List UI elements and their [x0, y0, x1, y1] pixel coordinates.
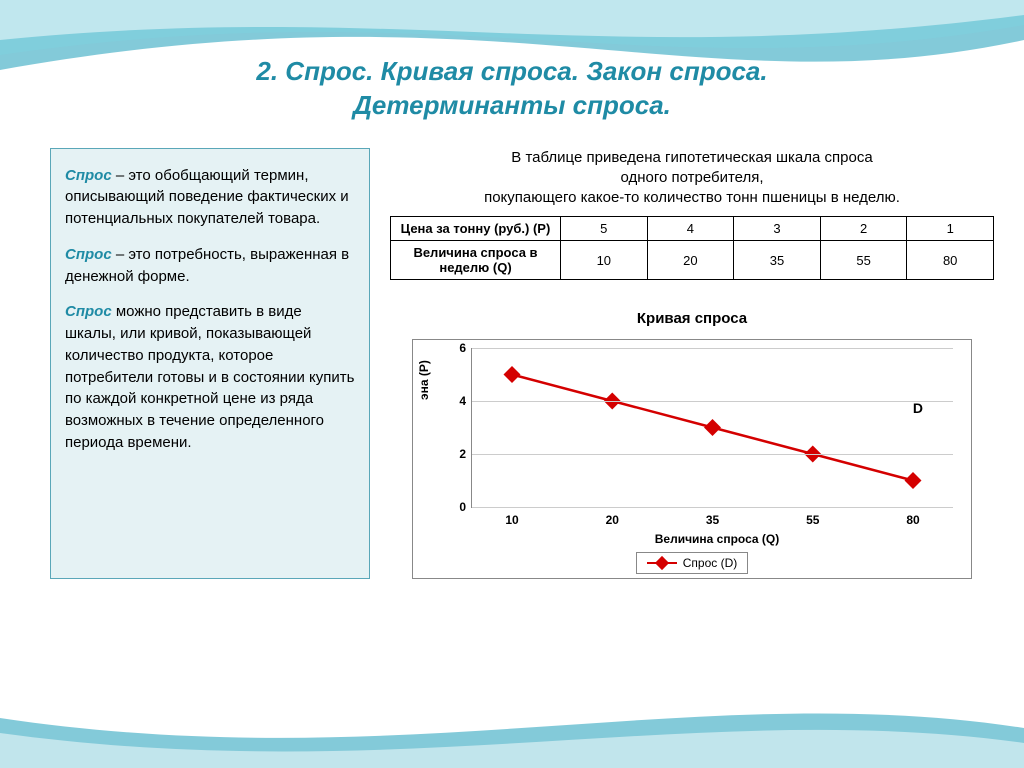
price-cell: 4	[647, 217, 734, 241]
x-axis-label: Величина спроса (Q)	[471, 532, 963, 546]
term-3: Спрос	[65, 303, 112, 320]
qty-cell: 10	[561, 241, 648, 280]
term-1: Спрос	[65, 167, 112, 184]
price-cell: 5	[561, 217, 648, 241]
slide-title: 2. Спрос. Кривая спроса. Закон спроса. Д…	[0, 0, 1024, 123]
x-tick: 55	[806, 513, 819, 527]
chart-title: Кривая спроса	[390, 310, 994, 327]
table-intro: В таблице приведена гипотетическая шкала…	[390, 148, 994, 209]
price-cell: 2	[820, 217, 907, 241]
demand-chart: Кривая спроса эна (P) D 02461020355580 В…	[390, 310, 994, 579]
x-tick: 35	[706, 513, 719, 527]
price-cell: 1	[907, 217, 994, 241]
chart-box: эна (P) D 02461020355580 Величина спроса…	[412, 339, 972, 579]
x-tick: 20	[606, 513, 619, 527]
y-tick: 4	[444, 394, 466, 408]
plot-area: D 02461020355580	[471, 348, 953, 508]
legend-label: Спрос (D)	[683, 556, 738, 570]
wave-decoration-bottom	[0, 688, 1024, 768]
y-tick: 6	[444, 341, 466, 355]
term-2: Спрос	[65, 246, 112, 263]
definition-3: Спрос можно представить в виде шкалы, ил…	[65, 301, 355, 453]
qty-cell: 80	[907, 241, 994, 280]
gridline	[472, 507, 953, 508]
qty-cell: 35	[734, 241, 821, 280]
series-d-label: D	[913, 400, 923, 416]
gridline	[472, 401, 953, 402]
price-cell: 3	[734, 217, 821, 241]
title-line-1: 2. Спрос. Кривая спроса. Закон спроса.	[256, 56, 767, 86]
y-axis-label: эна (P)	[417, 360, 431, 400]
definitions-box: Спрос – это обобщающий термин, описывающ…	[50, 148, 370, 580]
table-row: Цена за тонну (руб.) (P) 5 4 3 2 1	[391, 217, 994, 241]
gridline	[472, 348, 953, 349]
y-tick: 0	[444, 500, 466, 514]
gridline	[472, 454, 953, 455]
title-line-2: Детерминанты спроса.	[353, 90, 671, 120]
demand-curve	[472, 348, 953, 507]
y-tick: 2	[444, 447, 466, 461]
definition-2: Спрос – это потребность, выраженная в де…	[65, 244, 355, 288]
demand-table: Цена за тонну (руб.) (P) 5 4 3 2 1 Велич…	[390, 216, 994, 280]
chart-legend: Спрос (D)	[636, 552, 749, 574]
x-tick: 10	[505, 513, 518, 527]
definition-1: Спрос – это обобщающий термин, описывающ…	[65, 165, 355, 230]
table-row: Величина спроса в неделю (Q) 10 20 35 55…	[391, 241, 994, 280]
x-tick: 80	[906, 513, 919, 527]
legend-line-icon	[647, 562, 677, 564]
row2-header: Величина спроса в неделю (Q)	[391, 241, 561, 280]
qty-cell: 20	[647, 241, 734, 280]
row1-header: Цена за тонну (руб.) (P)	[391, 217, 561, 241]
qty-cell: 55	[820, 241, 907, 280]
